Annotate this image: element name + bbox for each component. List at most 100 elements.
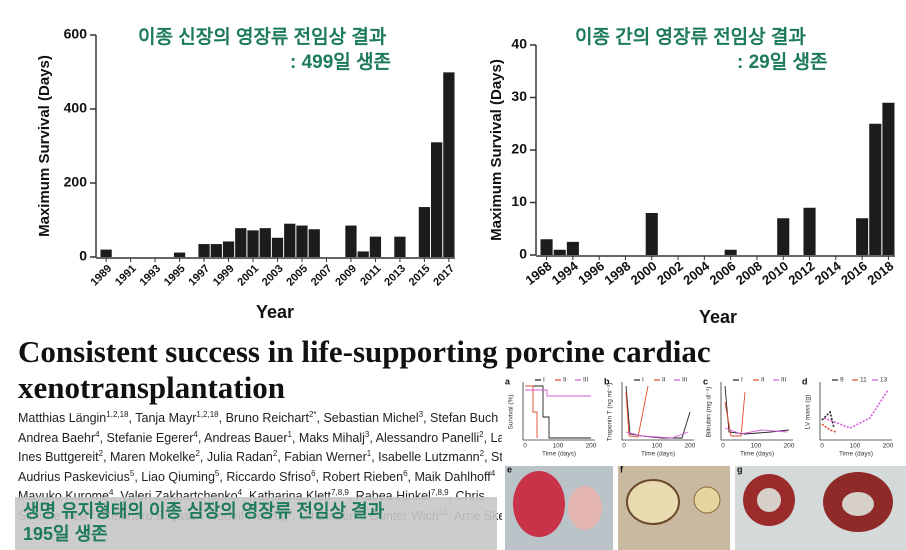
x-tick-label: 2012 xyxy=(785,258,817,288)
panel-x-tick-label: 100 xyxy=(751,443,762,450)
affiliation: 6 xyxy=(311,468,316,478)
panel-curve xyxy=(625,385,691,439)
x-tick-label: 2018 xyxy=(864,258,896,288)
affiliation: 7,8,9 xyxy=(331,488,349,497)
affiliation: 2 xyxy=(98,449,104,458)
y-tick-label: 30 xyxy=(511,88,527,104)
author-name: , Bruno Reichart xyxy=(218,411,309,426)
panel-label: a xyxy=(505,376,511,386)
author-name: , Sebastian Michel xyxy=(316,411,419,426)
author-name: , Liao Qiuming xyxy=(134,469,215,484)
panel-x-label: Time (days) xyxy=(740,451,774,458)
chart: 0102030401968199419961998200020022004200… xyxy=(488,26,896,327)
author-name: , Riccardo Sfriso xyxy=(219,469,312,484)
y-tick-label: 20 xyxy=(511,141,527,157)
legend-label: II xyxy=(761,377,765,384)
x-tick-label: 1993 xyxy=(137,263,163,289)
affiliation: 4 xyxy=(490,468,496,478)
x-tick-label: 1998 xyxy=(601,258,633,288)
author-name: Andrea Baehr xyxy=(18,430,96,445)
bar xyxy=(271,237,284,257)
affiliation: 4 xyxy=(237,488,243,497)
panel-y-label: Survival (%) xyxy=(508,394,515,429)
x-tick-label: 1995 xyxy=(162,263,188,289)
x-tick-label: 2010 xyxy=(759,258,791,288)
x-tick-label: 2006 xyxy=(707,258,739,288)
y-axis-label: Maximum Survival (Days) xyxy=(488,59,505,241)
photo-specimen xyxy=(842,492,874,516)
bar xyxy=(566,241,579,255)
legend-label: I xyxy=(543,377,545,384)
affiliation: 7,8,9 xyxy=(430,488,449,497)
legend-label: 9 xyxy=(840,377,844,384)
affiliation: 1,2,18 xyxy=(196,410,219,419)
chart-title: 이종 간의 영장류 전임상 결과 xyxy=(575,26,806,48)
bar xyxy=(369,236,382,257)
bar xyxy=(345,225,357,257)
bar xyxy=(247,230,259,257)
figure-panel: d LV mass (g) 0 100 200 Time (days) 9 11 13 xyxy=(802,376,894,457)
x-tick-label: 2003 xyxy=(260,263,286,289)
affiliation: 6 xyxy=(403,468,408,478)
bar xyxy=(198,244,210,257)
charts: 0200400600198919911993199519971999200120… xyxy=(36,26,896,327)
x-axis-label: Year xyxy=(256,302,294,322)
panel-curve xyxy=(724,427,788,435)
legend-label: III xyxy=(682,377,688,384)
affiliation: 4 xyxy=(95,429,100,439)
panel-x-tick-label: 0 xyxy=(820,443,824,450)
bar xyxy=(869,123,882,255)
y-tick-label: 400 xyxy=(64,100,88,116)
photo-specimen xyxy=(757,488,781,512)
affiliation: 2 xyxy=(195,449,200,458)
affiliation: 2 xyxy=(479,449,485,458)
author-line: Audrius Paskevicius5, Liao Qiuming5, Ric… xyxy=(18,464,502,484)
panel-label: g xyxy=(737,464,743,474)
bar xyxy=(222,241,235,257)
x-tick-label: 2009 xyxy=(333,263,359,289)
x-tick-label: 1997 xyxy=(186,263,212,289)
affiliation: 1,2,18 xyxy=(106,410,129,419)
affiliation: 5 xyxy=(129,468,135,478)
panel-x-tick-label: 100 xyxy=(652,443,663,450)
x-tick-label: 2013 xyxy=(382,263,408,289)
author-name: , Robert Rieben xyxy=(315,469,404,484)
panel-x-tick-label: 200 xyxy=(883,443,894,450)
legend-label: III xyxy=(583,377,589,384)
x-tick-label: 1991 xyxy=(113,263,139,289)
panel-x-tick-label: 0 xyxy=(721,443,725,450)
bar xyxy=(540,239,553,255)
photo-specimen xyxy=(513,471,565,537)
affiliation: 4 xyxy=(109,488,114,497)
bar xyxy=(645,213,658,255)
author-name: , Isabelle Lutzmann xyxy=(371,450,480,465)
bar xyxy=(803,207,816,255)
affiliation: 1 xyxy=(366,449,372,458)
x-tick-label: 1989 xyxy=(88,263,114,289)
panel-label: e xyxy=(507,464,512,474)
panel-y-label: Troponin T (ng ml⁻¹) xyxy=(607,383,614,442)
photo-specimen xyxy=(626,479,680,525)
x-axis-label: Year xyxy=(699,307,737,327)
bar xyxy=(443,72,455,258)
panel-x-tick-label: 200 xyxy=(784,443,795,450)
chart: 0200400600198919911993199519971999200120… xyxy=(36,26,457,322)
bar xyxy=(431,142,443,257)
chart-subtitle: : 499일 생존 xyxy=(290,51,391,73)
x-tick-label: 1999 xyxy=(211,263,237,289)
bar xyxy=(296,225,308,257)
y-tick-label: 10 xyxy=(511,193,527,209)
paper-title: Consistent success in life-supporting po… xyxy=(18,334,711,405)
author-name: , Stefanie Egerer xyxy=(99,430,194,445)
x-tick-label: 2000 xyxy=(628,258,660,288)
overlay-line: 195일 생존 xyxy=(23,524,108,544)
figure-photo: g xyxy=(735,464,906,550)
panel-y-label: Bilirubin (mg dl⁻¹) xyxy=(706,387,713,438)
panel-curve xyxy=(821,410,835,429)
y-tick-label: 40 xyxy=(511,36,527,52)
bar xyxy=(308,229,320,257)
author-name: , La xyxy=(483,430,502,445)
